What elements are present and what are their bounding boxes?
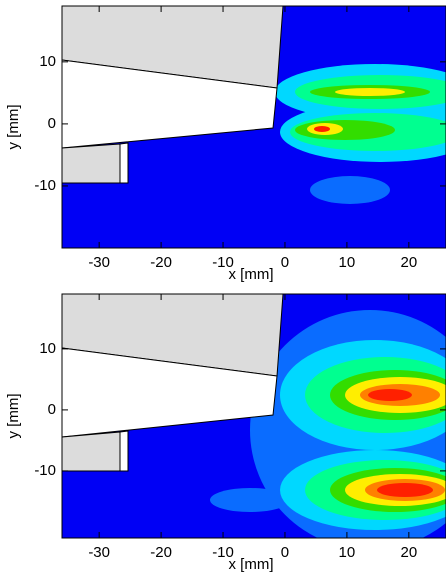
contour-level (368, 389, 412, 401)
x-axis-label: x [mm] (229, 266, 274, 283)
y-axis-label: y [mm] (5, 394, 22, 439)
x-tick-label: -10 (212, 544, 234, 561)
x-tick-label: -20 (150, 254, 172, 271)
x-tick-label: -30 (88, 544, 110, 561)
contour-level (335, 88, 405, 96)
plot-frame (61, 5, 446, 249)
y-tick-label: 0 (48, 115, 56, 132)
contour-level (210, 488, 290, 512)
x-axis-label: x [mm] (229, 556, 274, 573)
x-tick-label: 20 (400, 254, 417, 271)
y-tick-label: -10 (34, 177, 56, 194)
x-tick-label: 20 (400, 544, 417, 561)
x-tick-label: 10 (339, 254, 356, 271)
y-tick-label: 10 (39, 340, 56, 357)
x-tick-label: 0 (281, 254, 289, 271)
nozzle-gap (62, 59, 278, 149)
contour-field (62, 294, 446, 538)
x-tick-label: -10 (212, 254, 234, 271)
nozzle-edge (119, 142, 129, 184)
contour-level (377, 483, 433, 497)
x-tick-label: 0 (281, 544, 289, 561)
nozzle-gap (62, 347, 278, 438)
y-tick-label: -10 (34, 462, 56, 479)
x-tick-label: 10 (339, 544, 356, 561)
x-tick-label: -20 (150, 544, 172, 561)
x-tick-label: -30 (88, 254, 110, 271)
y-tick-label: 10 (39, 53, 56, 70)
plot-frame (61, 293, 446, 539)
y-tick-label: 0 (48, 401, 56, 418)
nozzle-lower (62, 431, 121, 472)
nozzle-lower (62, 143, 121, 184)
contour-level (310, 176, 390, 204)
nozzle-edge (119, 430, 129, 472)
contour-level (314, 126, 330, 132)
contour-field (62, 6, 446, 248)
y-axis-label: y [mm] (5, 105, 22, 150)
